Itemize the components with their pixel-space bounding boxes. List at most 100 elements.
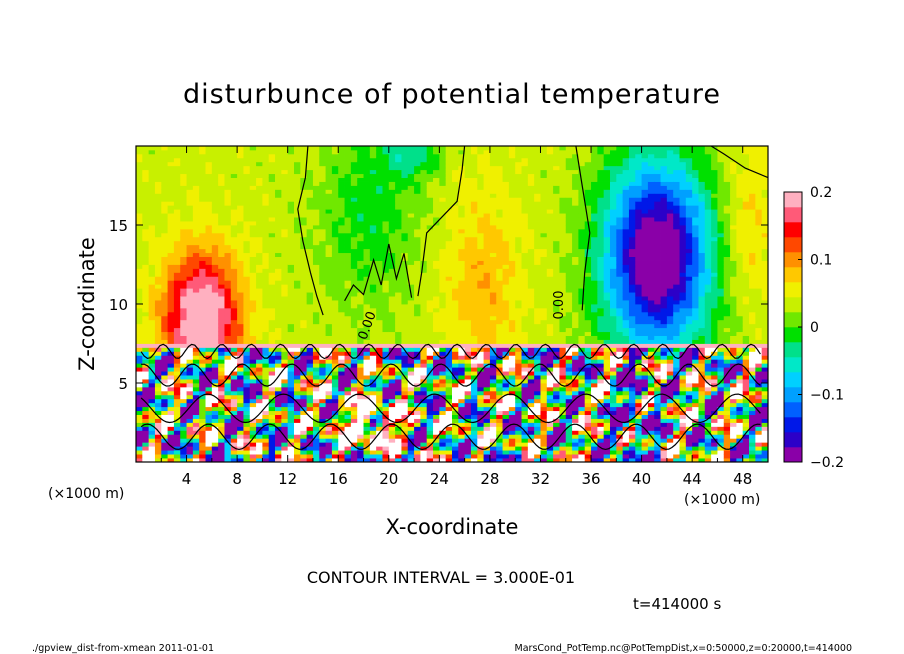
heatmap-cell [306, 450, 314, 455]
heatmap-cell [154, 146, 162, 151]
heatmap-cell [376, 292, 383, 297]
heatmap-cell [243, 221, 251, 226]
heatmap-cell [319, 319, 326, 325]
heatmap-cell [489, 244, 497, 250]
heatmap-cell [433, 173, 440, 178]
heatmap-cell [167, 319, 175, 325]
heatmap-cell [199, 375, 206, 380]
heatmap-cell [294, 422, 301, 427]
heatmap-cell [388, 268, 396, 273]
heatmap-cell [180, 418, 187, 423]
heatmap-cell [136, 300, 143, 305]
heatmap-cell [161, 189, 168, 194]
heatmap-cell [142, 221, 150, 226]
heatmap-cell [363, 450, 371, 455]
heatmap-cell [477, 189, 484, 194]
heatmap-cell [294, 323, 301, 329]
heatmap-cell [445, 375, 453, 380]
heatmap-cell [357, 300, 364, 305]
heatmap-cell [262, 240, 270, 246]
heatmap-cell [167, 217, 175, 222]
heatmap-cell [319, 189, 326, 194]
heatmap-cell [300, 217, 308, 222]
heatmap-cell [142, 284, 150, 289]
heatmap-cell [388, 173, 396, 178]
heatmap-cell [180, 446, 187, 451]
heatmap-cell [401, 272, 409, 277]
heatmap-cell [376, 217, 383, 222]
heatmap-cell [477, 268, 484, 273]
heatmap-cell [268, 307, 276, 313]
heatmap-cell [388, 371, 396, 376]
heatmap-cell [186, 379, 194, 384]
heatmap-cell [445, 288, 453, 293]
heatmap-cell [167, 398, 175, 404]
heatmap-cell [287, 260, 295, 265]
heatmap-cell [249, 177, 257, 182]
heatmap-cell [256, 304, 263, 309]
heatmap-cell [445, 300, 453, 305]
heatmap-cell [325, 307, 333, 313]
heatmap-cell [237, 319, 244, 325]
heatmap-cell [180, 232, 187, 238]
heatmap-cell [426, 193, 434, 198]
heatmap-cell [230, 260, 238, 265]
heatmap-cell [439, 379, 447, 384]
heatmap-cell [148, 232, 156, 238]
heatmap-cell [300, 272, 308, 277]
heatmap-cell [243, 410, 251, 415]
heatmap-cell [167, 153, 175, 159]
heatmap-cell [452, 209, 459, 214]
heatmap-cell [243, 323, 251, 329]
heatmap-cell [350, 169, 358, 175]
heatmap-cell [167, 276, 175, 281]
heatmap-cell [508, 284, 516, 289]
heatmap-cell [148, 323, 156, 329]
heatmap-cell [458, 165, 466, 171]
heatmap-cell [262, 331, 270, 336]
heatmap-cell [350, 363, 358, 368]
heatmap-cell [306, 165, 314, 171]
heatmap-cell [173, 240, 181, 246]
heatmap-cell [306, 221, 314, 226]
heatmap-cell [230, 363, 238, 368]
heatmap-cell [199, 458, 206, 463]
heatmap-cell [306, 434, 314, 439]
heatmap-cell [294, 319, 301, 325]
heatmap-cell [262, 268, 270, 273]
heatmap-cell [458, 181, 466, 186]
heatmap-cell [161, 410, 168, 415]
heatmap-cell [300, 185, 308, 190]
heatmap-cell [350, 189, 358, 194]
heatmap-cell [496, 236, 503, 242]
heatmap-cell [306, 189, 314, 194]
heatmap-cell [243, 327, 251, 333]
heatmap-cell [477, 248, 484, 254]
heatmap-cell [192, 386, 200, 392]
heatmap-cell [199, 153, 206, 159]
heatmap-cell [515, 272, 522, 277]
heatmap-cell [376, 331, 383, 336]
heatmap-cell [521, 260, 529, 265]
heatmap-cell [294, 268, 301, 273]
heatmap-cell [192, 315, 200, 321]
heatmap-cell [452, 367, 459, 372]
heatmap-cell [452, 296, 459, 301]
heatmap-cell [199, 300, 206, 305]
heatmap-cell [192, 288, 200, 293]
heatmap-cell [256, 185, 263, 190]
heatmap-cell [306, 153, 314, 159]
heatmap-cell [237, 149, 244, 155]
heatmap-cell [205, 398, 213, 404]
heatmap-cell [325, 331, 333, 336]
heatmap-cell [445, 284, 453, 289]
heatmap-cell [262, 173, 270, 178]
heatmap-cell [477, 252, 484, 257]
heatmap-cell [376, 185, 383, 190]
heatmap-cell [224, 256, 232, 261]
heatmap-cell [515, 228, 522, 234]
heatmap-cell [287, 335, 295, 340]
heatmap-cell [426, 181, 434, 186]
heatmap-cell [483, 327, 491, 333]
heatmap-cell [426, 185, 434, 190]
